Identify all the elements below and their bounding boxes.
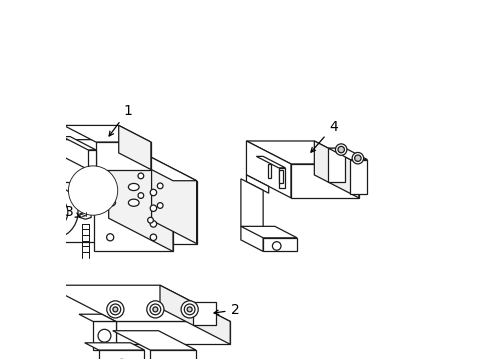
- Circle shape: [184, 304, 195, 315]
- Polygon shape: [256, 156, 285, 168]
- Polygon shape: [246, 175, 268, 193]
- Polygon shape: [350, 159, 366, 194]
- Polygon shape: [267, 164, 271, 177]
- Polygon shape: [62, 136, 96, 150]
- Circle shape: [45, 206, 57, 218]
- Polygon shape: [241, 226, 297, 238]
- Polygon shape: [150, 350, 196, 360]
- Ellipse shape: [128, 199, 139, 206]
- Polygon shape: [84, 343, 144, 350]
- Polygon shape: [327, 148, 345, 182]
- Polygon shape: [290, 164, 358, 198]
- Polygon shape: [128, 157, 196, 181]
- Circle shape: [150, 205, 156, 211]
- Polygon shape: [279, 170, 282, 183]
- Circle shape: [157, 183, 163, 189]
- Polygon shape: [93, 321, 116, 350]
- Circle shape: [35, 195, 68, 229]
- Circle shape: [24, 185, 78, 239]
- Polygon shape: [99, 350, 144, 360]
- Circle shape: [150, 189, 156, 196]
- Text: 3: 3: [65, 205, 80, 219]
- Circle shape: [98, 329, 111, 342]
- Text: 1: 1: [109, 104, 132, 136]
- Ellipse shape: [128, 184, 139, 190]
- Polygon shape: [160, 285, 230, 344]
- Polygon shape: [263, 238, 297, 251]
- Polygon shape: [246, 141, 290, 198]
- Polygon shape: [96, 142, 151, 170]
- Circle shape: [150, 234, 156, 240]
- Polygon shape: [113, 331, 196, 350]
- Polygon shape: [151, 157, 196, 244]
- Polygon shape: [79, 314, 116, 321]
- Circle shape: [157, 203, 163, 208]
- Polygon shape: [119, 125, 151, 170]
- Polygon shape: [116, 321, 230, 344]
- Circle shape: [116, 359, 126, 360]
- Circle shape: [337, 147, 344, 153]
- Polygon shape: [241, 179, 263, 251]
- Circle shape: [147, 217, 153, 223]
- Circle shape: [187, 307, 192, 312]
- Circle shape: [150, 221, 156, 227]
- Polygon shape: [80, 212, 91, 219]
- Polygon shape: [314, 141, 358, 198]
- Polygon shape: [327, 148, 366, 159]
- Polygon shape: [45, 285, 230, 321]
- Circle shape: [181, 301, 198, 318]
- Circle shape: [150, 304, 161, 315]
- Circle shape: [106, 234, 114, 241]
- Circle shape: [138, 173, 143, 179]
- Polygon shape: [30, 140, 173, 173]
- Circle shape: [146, 301, 163, 318]
- Polygon shape: [63, 125, 151, 142]
- Circle shape: [138, 193, 143, 198]
- Circle shape: [351, 153, 363, 164]
- Polygon shape: [108, 140, 173, 251]
- Circle shape: [335, 144, 346, 155]
- Circle shape: [153, 307, 158, 312]
- Polygon shape: [173, 181, 196, 244]
- Circle shape: [68, 166, 118, 215]
- Ellipse shape: [104, 199, 115, 206]
- Polygon shape: [192, 302, 215, 325]
- Text: 4: 4: [310, 120, 337, 152]
- Polygon shape: [88, 150, 96, 166]
- Polygon shape: [278, 168, 285, 188]
- Circle shape: [354, 155, 360, 161]
- Ellipse shape: [104, 184, 115, 190]
- Circle shape: [110, 304, 121, 315]
- Circle shape: [106, 301, 123, 318]
- Polygon shape: [94, 173, 173, 251]
- Text: 2: 2: [214, 303, 239, 317]
- Circle shape: [113, 307, 118, 312]
- Circle shape: [272, 242, 281, 250]
- Polygon shape: [246, 141, 358, 164]
